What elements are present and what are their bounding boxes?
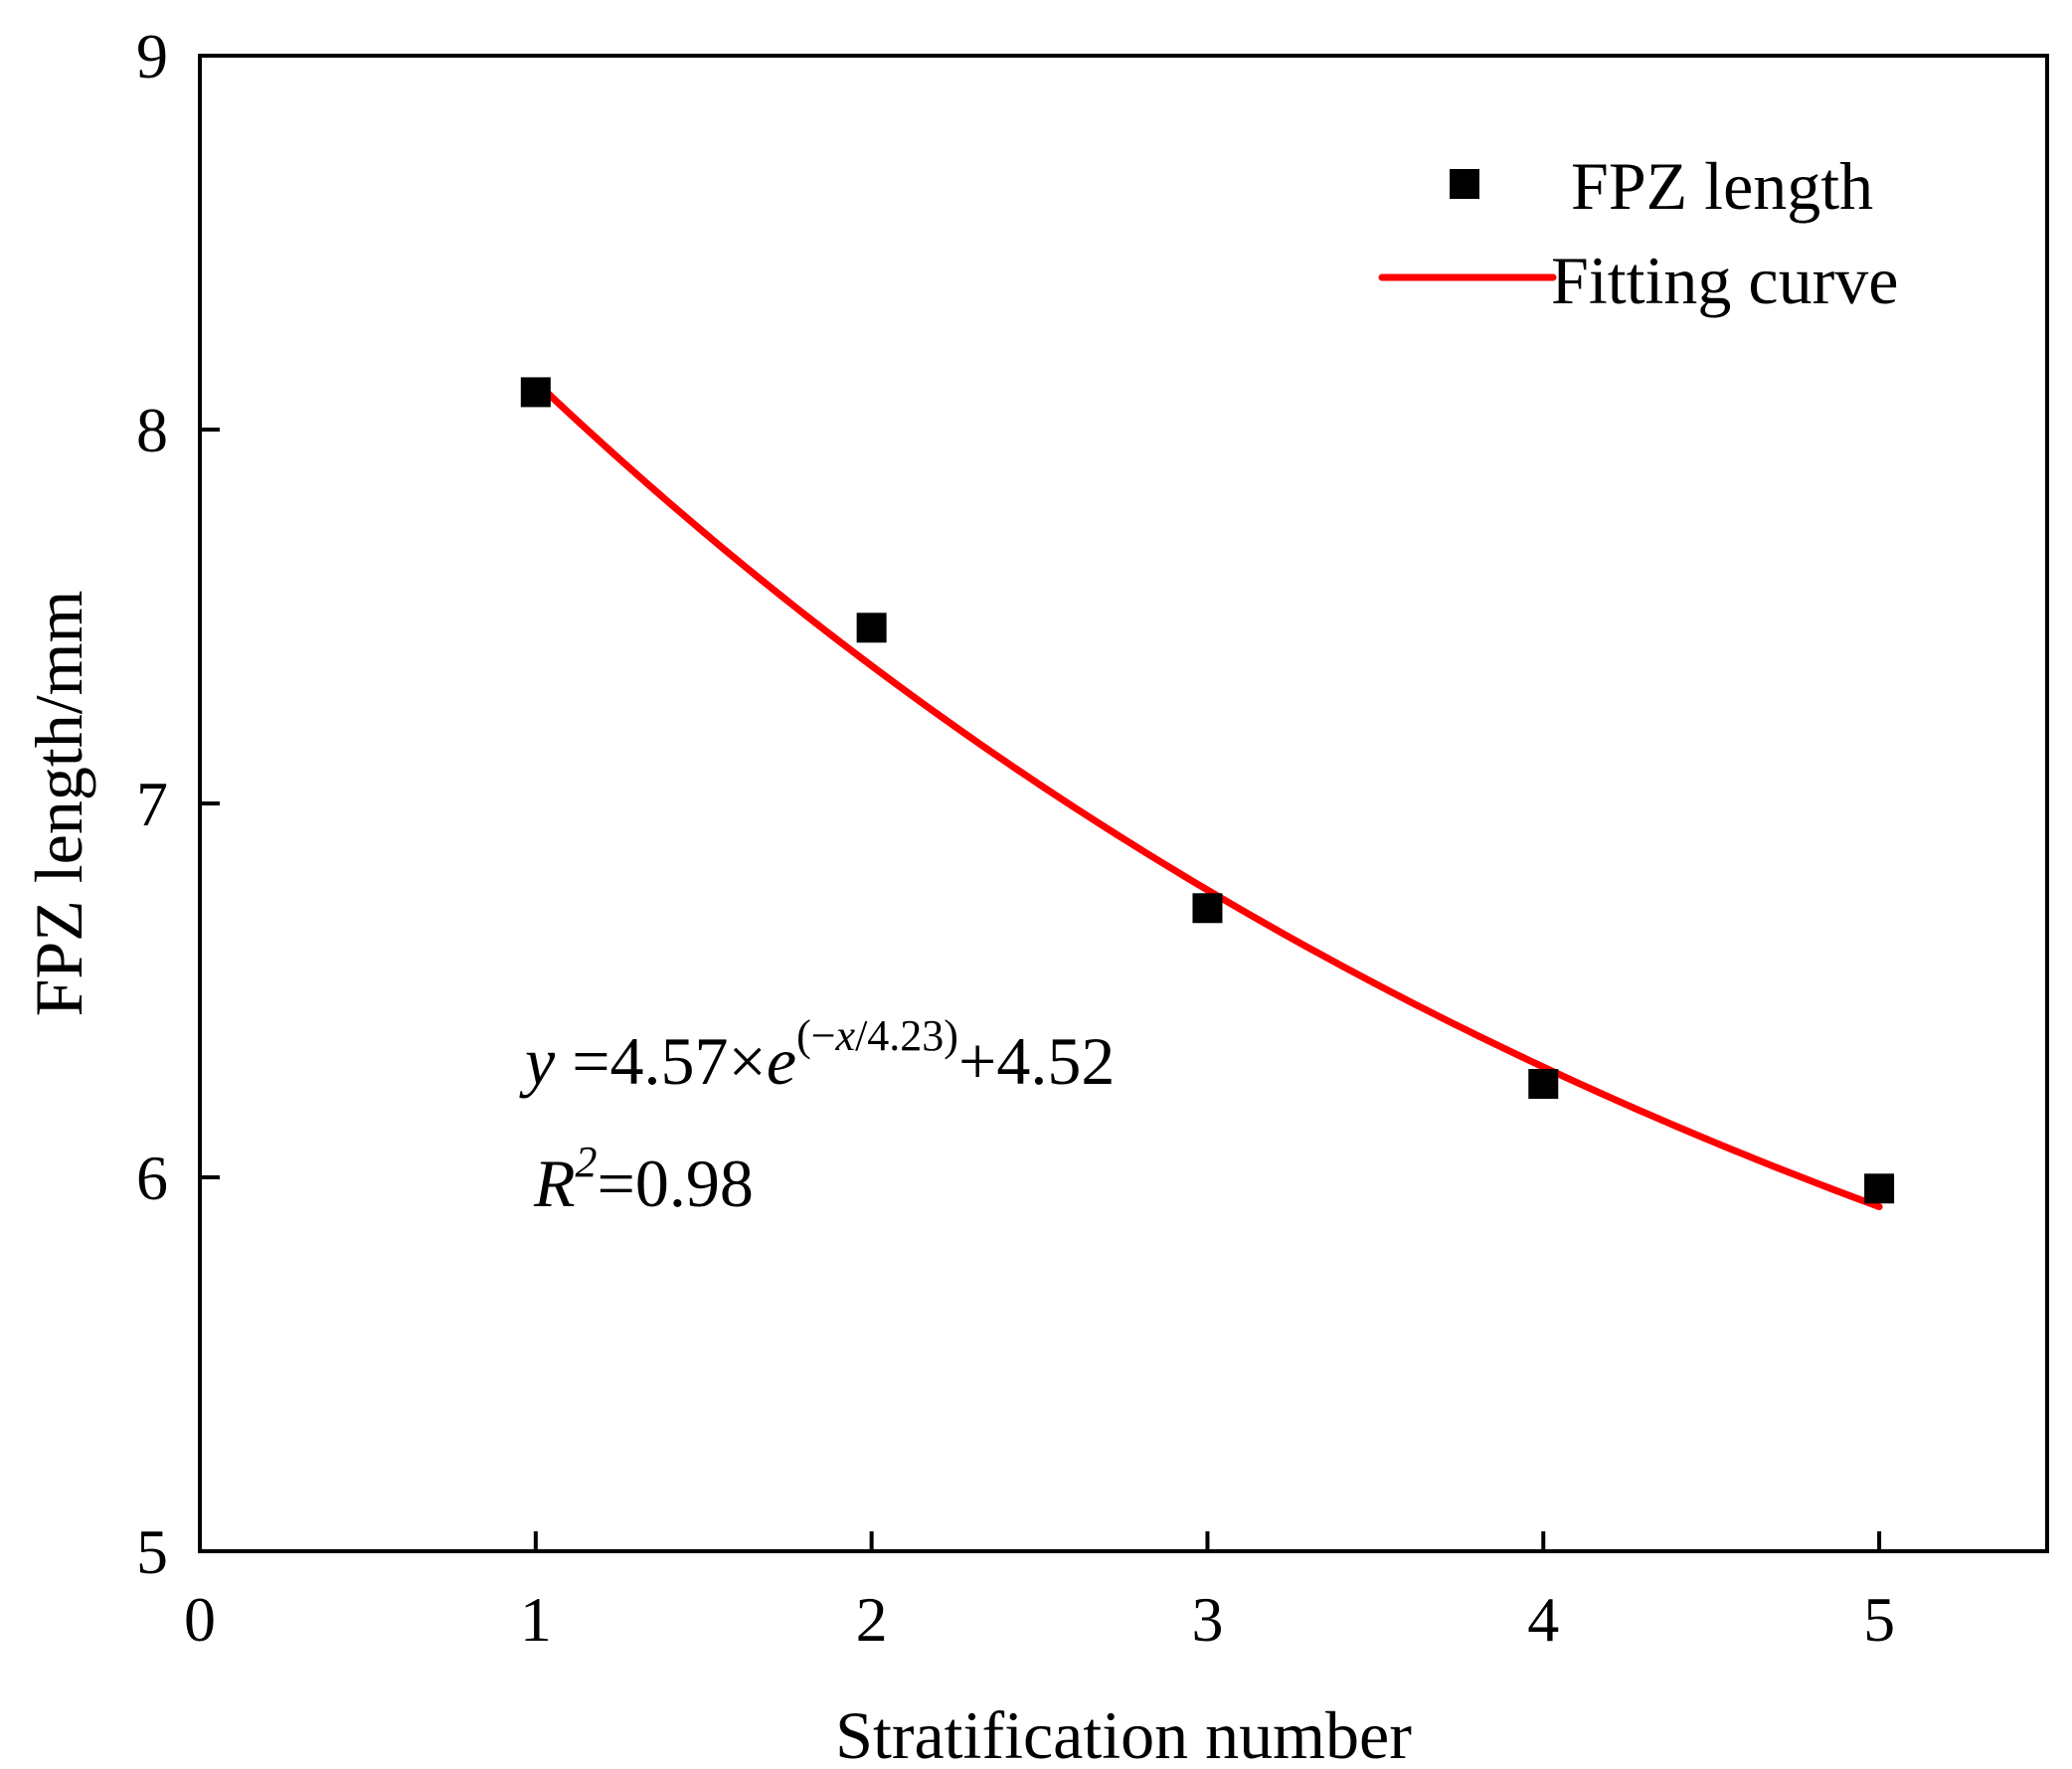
x-axis-title: Stratification number: [835, 1697, 1412, 1769]
x-tick-label-3: 3: [1191, 1584, 1223, 1655]
y-axis-ticks: 5 6 7 8 9: [136, 21, 220, 1587]
equation-y: y: [519, 1023, 556, 1099]
data-point-3: [1192, 893, 1223, 924]
y-axis-title: FPZ length/mm: [21, 591, 96, 1017]
fpz-length-points: [520, 377, 1895, 1204]
r-squared-r: R: [533, 1146, 576, 1221]
x-tick-label-0: 0: [184, 1584, 216, 1655]
equation-constant: +4.52: [958, 1023, 1115, 1099]
data-point-2: [856, 613, 887, 643]
y-tick-label-6: 6: [136, 1143, 168, 1213]
x-axis-ticks: 0 1 2 3 4 5: [184, 1531, 1895, 1655]
y-tick-label-5: 5: [136, 1516, 168, 1587]
equation-exponent-open: (−: [796, 1011, 835, 1060]
equation-exponent-rest: /4.23): [855, 1011, 958, 1060]
x-tick-label-5: 5: [1863, 1584, 1895, 1655]
y-tick-label-9: 9: [136, 21, 168, 91]
data-point-5: [1864, 1173, 1895, 1204]
data-point-1: [520, 377, 551, 408]
x-tick-label-1: 1: [520, 1584, 552, 1655]
x-tick-label-4: 4: [1527, 1584, 1559, 1655]
y-tick-label-8: 8: [136, 395, 168, 465]
legend-label-fpz-length: FPZ length: [1571, 148, 1873, 224]
y-tick-label-7: 7: [136, 769, 168, 839]
legend-marker-fpz-length: [1450, 169, 1479, 199]
fitting-curve-line: [532, 378, 1883, 1211]
equation-exponent-x: x: [835, 1011, 856, 1060]
data-point-4: [1528, 1069, 1559, 1099]
legend: FPZ length Fitting curve: [1378, 148, 1898, 318]
fit-equation: y =4.57×e(−x/4.23)+4.52: [519, 1011, 1115, 1099]
equation-coefficient: =4.57×: [555, 1023, 767, 1099]
x-tick-label-2: 2: [856, 1584, 888, 1655]
equation-e: e: [767, 1023, 796, 1099]
legend-label-fitting-curve: Fitting curve: [1551, 243, 1898, 318]
r-squared-exponent: 2: [576, 1138, 598, 1186]
r-squared-value: =0.98: [598, 1146, 754, 1221]
r-squared: R2=0.98: [533, 1138, 754, 1221]
